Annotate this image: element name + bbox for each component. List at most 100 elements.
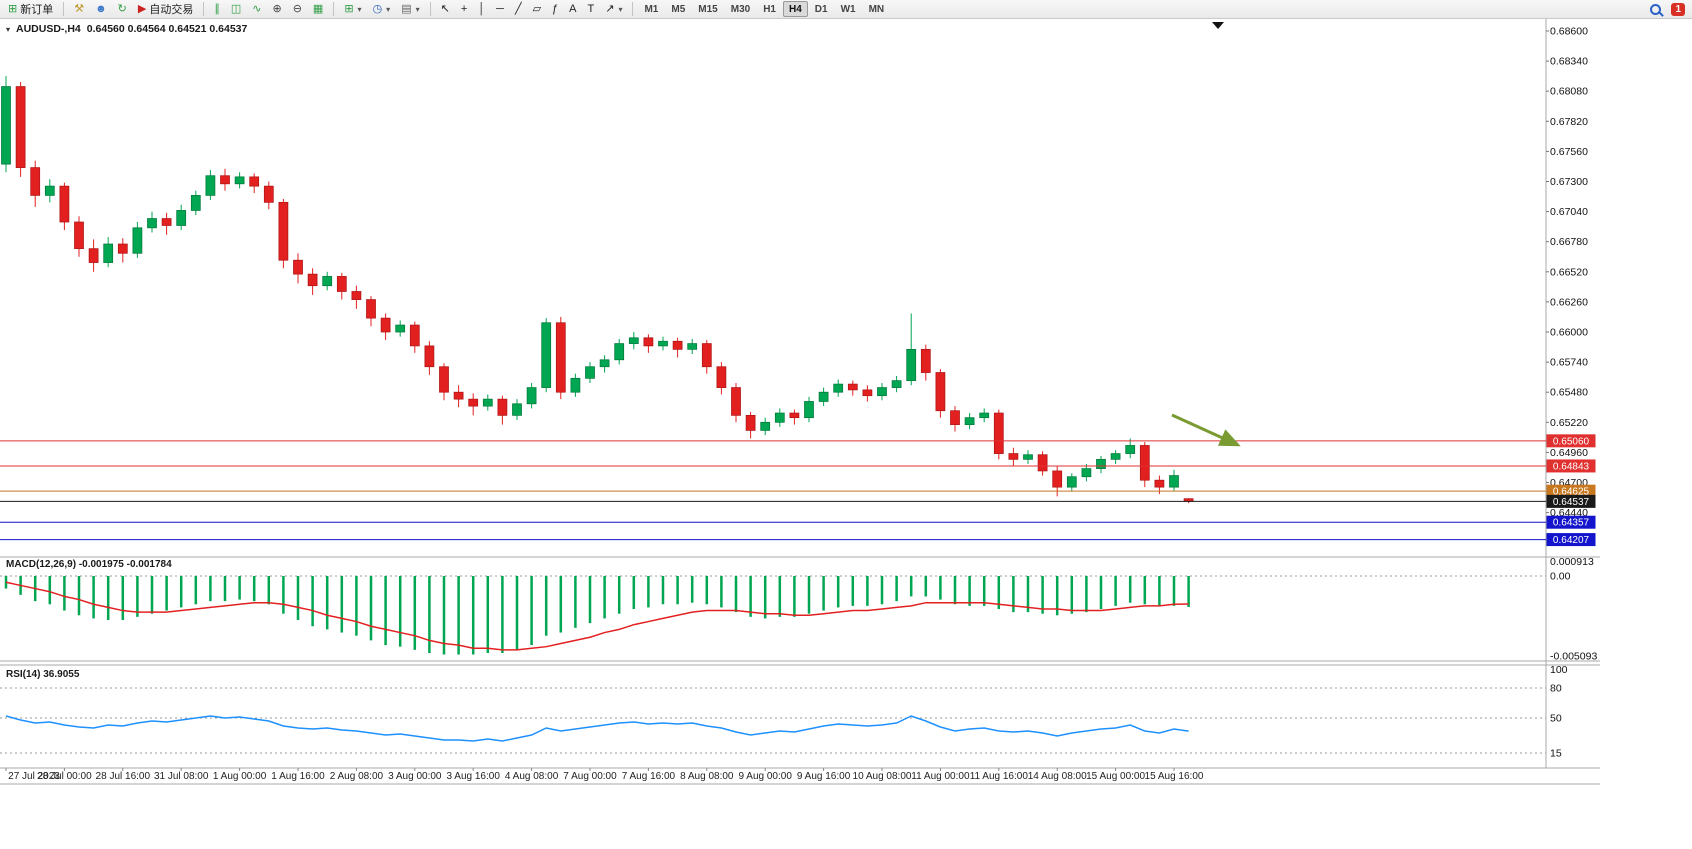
trendline-icon[interactable]: ╱ [510,1,527,18]
svg-text:15 Aug 00:00: 15 Aug 00:00 [1086,771,1145,782]
toolbar-separator [63,2,65,16]
period-icon[interactable]: ◷ ▾ [368,1,396,18]
vertical-line-icon: │ [478,2,486,15]
channel-icon: ▱ [532,2,542,15]
horizontal-line-icon[interactable]: ─ [491,1,509,18]
community-icon[interactable]: ☻ [90,1,112,18]
chevron-down-icon: ▾ [618,4,623,14]
svg-text:0.67040: 0.67040 [1550,206,1588,218]
timeframe-m1[interactable]: M1 [644,4,659,15]
svg-text:8 Aug 08:00: 8 Aug 08:00 [680,771,734,782]
chart-area[interactable]: 0.68600 0.68340 0.68080 0.67820 0.67560 0.673… [0,19,1692,849]
zoom-in-icon[interactable]: ⊕ [267,1,286,18]
label-icon[interactable]: T [583,1,600,18]
zoom-out-icon[interactable]: ⊖ [288,1,307,18]
macd-panel: 0.000913 0.00 -0.005093 [0,556,1597,663]
symbol-ohlc: 0.64560 0.64564 0.64521 0.64537 [86,23,248,35]
timeframe-group: M1 M5 M15 M30 H1 H4 D1 W1 MN [638,1,890,17]
svg-text:-0.005093: -0.005093 [1550,651,1597,663]
template-icon: ▤ [401,2,412,15]
svg-text:0.67300: 0.67300 [1550,176,1588,188]
new-order-button-label: 新订单 [20,4,54,16]
fibonacci-icon[interactable]: ƒ [547,1,563,18]
arrow-annotation [1171,413,1241,447]
toolbar-group: ⊞ ▾ ◷ ▾ ▤ ▾ [339,1,424,18]
refresh-icon[interactable]: ↻ [113,1,132,18]
svg-text:3 Aug 16:00: 3 Aug 16:00 [447,771,501,782]
macd-name: MACD(12,26,9) [6,559,77,570]
candlestick-icon[interactable]: ◫ [226,1,246,18]
timeframe-m15[interactable]: M15 [698,4,718,15]
svg-text:50: 50 [1550,713,1562,725]
timeframe-m30[interactable]: M30 [730,4,751,15]
new-order-button[interactable]: ⊞ 新订单 [3,1,58,18]
symbol-header: ▾ AUDUSD-,H4 0.64560 0.64564 0.64521 0.6… [6,23,247,35]
tile-windows-icon: ▦ [312,2,324,15]
svg-text:0.65220: 0.65220 [1550,417,1588,429]
toolbar-group: ∥ ◫ ∿ ⊕ ⊖ ▦ [209,1,328,18]
svg-text:0.00: 0.00 [1550,571,1571,583]
svg-text:2 Aug 08:00: 2 Aug 08:00 [330,771,384,782]
symbol-dropdown-icon[interactable]: ▾ [6,24,11,34]
cursor-icon[interactable]: ↖ [436,1,455,18]
notification-badge[interactable]: 1 [1671,2,1685,16]
svg-text:31 Jul 08:00: 31 Jul 08:00 [154,771,209,782]
price-axis: 0.68600 0.68340 0.68080 0.67820 0.67560 0.673… [1546,26,1588,519]
svg-text:80: 80 [1550,683,1562,695]
template-icon[interactable]: ▤ ▾ [396,1,424,18]
timeframe-m5[interactable]: M5 [671,4,686,15]
new-chart-icon[interactable]: ⊞ ▾ [339,1,366,18]
svg-text:28 Jul 16:00: 28 Jul 16:00 [96,771,151,782]
label-icon: T [587,2,595,15]
toolbar-separator [632,2,634,16]
expert-advisors-icon[interactable]: ⚒ [69,1,89,18]
tile-windows-icon[interactable]: ▦ [308,1,328,18]
search-icon[interactable] [1650,3,1662,15]
line-chart-icon: ∿ [252,2,262,15]
timeframe-mn[interactable]: MN [868,4,885,15]
rsi-label: RSI(14) 36.9055 [6,669,79,680]
timeframe-h1[interactable]: H1 [763,4,776,15]
timeframe-d1[interactable]: D1 [814,4,828,15]
timeframe-h4[interactable]: H4 [782,1,808,17]
vertical-line-icon[interactable]: │ [473,1,490,18]
autotrade-button[interactable]: ▶ 自动交易 [133,1,198,18]
toolbar-group: ⚒ ☻ ↻ ▶ 自动交易 [69,1,198,18]
svg-text:3 Aug 00:00: 3 Aug 00:00 [388,771,442,782]
timeframe-w1[interactable]: W1 [840,4,856,15]
bar-chart-icon[interactable]: ∥ [209,1,225,18]
toolbar-group: ⊞ 新订单 [3,1,58,18]
svg-text:7 Aug 16:00: 7 Aug 16:00 [622,771,676,782]
toolbar-right: 1 [1650,2,1689,16]
svg-text:0.65480: 0.65480 [1550,387,1588,399]
svg-text:11 Aug 00:00: 11 Aug 00:00 [911,771,970,782]
macd-values: -0.001975 -0.001784 [78,559,172,570]
text-icon[interactable]: A [564,1,581,18]
arrows-icon[interactable]: ↗ ▾ [600,1,627,18]
toolbar: ⊞ 新订单 ⚒ ☻ ↻ ▶ 自动交易 ∥ ◫ ∿ ⊕ ⊖ ▦ ⊞ ▾ ◷ ▾ ▤ ▾ ↖ + │ ─ ╱ ▱ ƒ A T ↗ ▾ M1 M5 M… [0,0,1692,19]
svg-text:0.64625: 0.64625 [1553,487,1590,498]
macd-label: MACD(12,26,9) -0.001975 -0.001784 [6,559,172,570]
svg-text:0.68080: 0.68080 [1550,86,1588,98]
zoom-in-icon: ⊕ [272,2,282,15]
rsi-panel: 100 80 50 15 [0,664,1568,760]
crosshair-icon: + [460,2,468,15]
new-order-button: ⊞ [8,2,18,15]
svg-text:0.68340: 0.68340 [1550,56,1588,68]
fibonacci-icon: ƒ [552,2,559,15]
panel-dividers [0,19,1600,785]
svg-text:4 Aug 08:00: 4 Aug 08:00 [505,771,559,782]
zoom-out-icon: ⊖ [292,2,302,15]
line-chart-icon[interactable]: ∿ [247,1,266,18]
svg-text:15: 15 [1550,748,1562,760]
channel-icon[interactable]: ▱ [528,1,546,18]
text-icon: A [569,2,577,15]
crosshair-icon[interactable]: + [456,1,472,18]
arrows-icon: ↗ [605,2,615,15]
svg-text:0.64960: 0.64960 [1550,447,1588,459]
chevron-down-icon: ▾ [386,4,391,14]
chart-canvas[interactable]: 0.68600 0.68340 0.68080 0.67820 0.67560 0.673… [0,19,1692,809]
horizontal-line-icon: ─ [496,2,504,15]
svg-text:0.64440: 0.64440 [1550,507,1588,519]
